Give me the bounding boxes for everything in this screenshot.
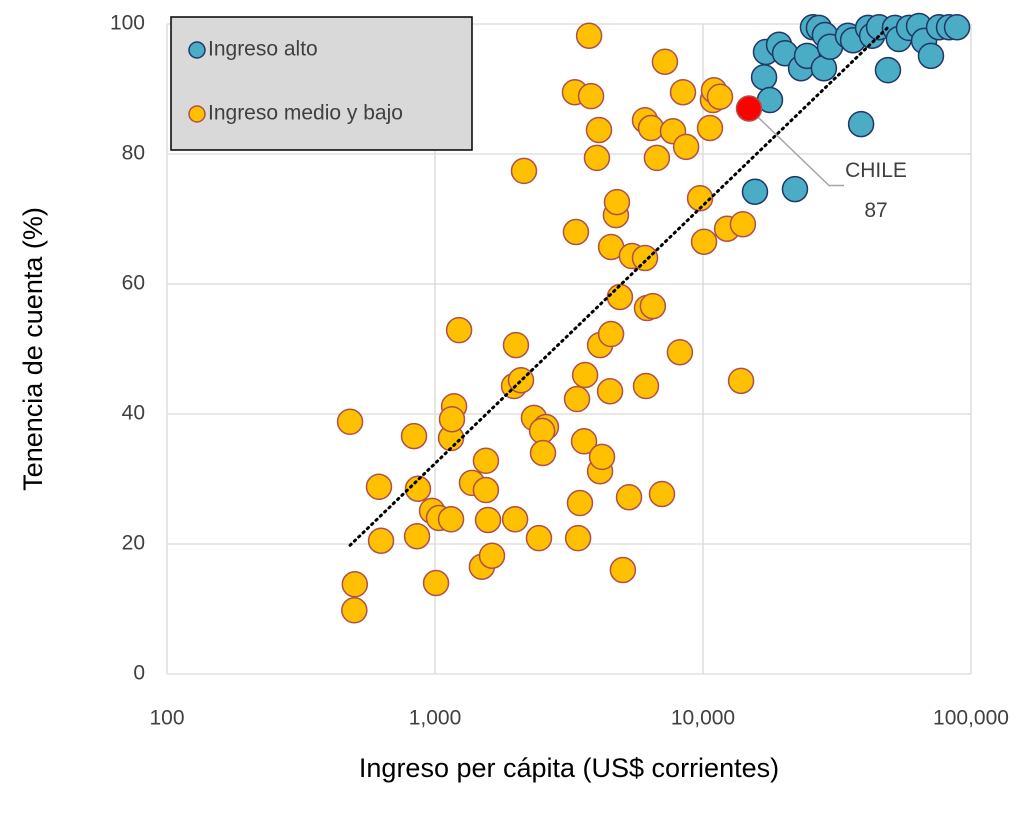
point: [525, 524, 553, 552]
highlight-point: [735, 95, 763, 122]
point: [566, 489, 594, 517]
point: [874, 56, 902, 84]
point: [562, 218, 590, 246]
point: [706, 83, 734, 111]
point: [529, 439, 557, 467]
legend-box: [170, 16, 473, 151]
point: [917, 42, 945, 70]
point: [422, 569, 450, 597]
point: [367, 527, 395, 554]
point: [336, 408, 364, 436]
legend-label: Ingreso alto: [208, 38, 318, 61]
x-tick-label: 100: [149, 707, 184, 730]
point: [672, 133, 700, 161]
point: [847, 110, 875, 138]
point: [648, 480, 676, 508]
point: [686, 184, 714, 212]
y-tick-label: 0: [133, 662, 145, 685]
point: [632, 372, 660, 400]
point: [781, 175, 809, 203]
point: [750, 64, 778, 91]
point: [365, 473, 393, 501]
point: [404, 475, 432, 502]
point: [606, 283, 634, 311]
point: [615, 483, 643, 511]
point: [438, 405, 466, 433]
point: [563, 385, 591, 413]
point: [341, 597, 368, 624]
point: [596, 378, 624, 405]
annotation-label: CHILE: [845, 159, 907, 182]
x-axis-label: Ingreso per cápita (US$ corrientes): [359, 753, 779, 783]
point: [472, 447, 500, 475]
point: [609, 556, 637, 584]
point: [571, 361, 599, 389]
annotation-leader: [748, 107, 845, 187]
point: [575, 22, 603, 49]
point: [501, 506, 529, 533]
point: [502, 331, 530, 359]
point: [400, 422, 428, 450]
point: [583, 144, 611, 172]
point: [603, 188, 631, 216]
y-tick-label: 100: [110, 12, 145, 35]
point: [341, 571, 369, 598]
point: [690, 228, 718, 255]
point: [643, 144, 671, 172]
point: [472, 476, 500, 504]
legend-marker: [188, 41, 206, 59]
y-tick-label: 40: [122, 402, 145, 425]
point: [637, 114, 665, 142]
point: [727, 367, 755, 395]
legend: Ingreso alto Ingreso medio y bajo: [170, 16, 473, 151]
point: [507, 366, 535, 394]
x-tick-label: 1,000: [409, 707, 462, 730]
y-tick-label: 60: [122, 272, 145, 295]
point: [474, 506, 502, 534]
y-tick-label: 20: [122, 532, 145, 555]
point: [528, 417, 556, 445]
y-tick-label: 80: [122, 142, 145, 165]
y-axis-label: Tenencia de cuenta (%): [18, 207, 48, 491]
annotation-value: 87: [864, 199, 887, 222]
point: [729, 210, 757, 238]
point: [570, 428, 598, 455]
point: [585, 116, 613, 144]
point: [943, 14, 971, 41]
point: [577, 82, 605, 110]
point: [669, 79, 697, 106]
legend-marker: [188, 105, 206, 123]
point: [588, 443, 616, 471]
point: [696, 114, 724, 142]
point: [510, 157, 538, 185]
point: [403, 522, 431, 550]
point: [437, 506, 465, 533]
x-tick-label: 10,000: [671, 707, 735, 730]
point: [666, 339, 694, 366]
point: [651, 48, 679, 75]
point: [564, 524, 592, 552]
point: [639, 292, 667, 320]
trendline: [348, 23, 892, 547]
point: [631, 244, 659, 272]
point: [597, 320, 625, 348]
point: [478, 542, 506, 569]
legend-label: Ingreso medio y bajo: [208, 102, 403, 125]
point: [741, 178, 769, 205]
point: [445, 316, 473, 344]
x-tick-label: 100,000: [933, 707, 1009, 730]
